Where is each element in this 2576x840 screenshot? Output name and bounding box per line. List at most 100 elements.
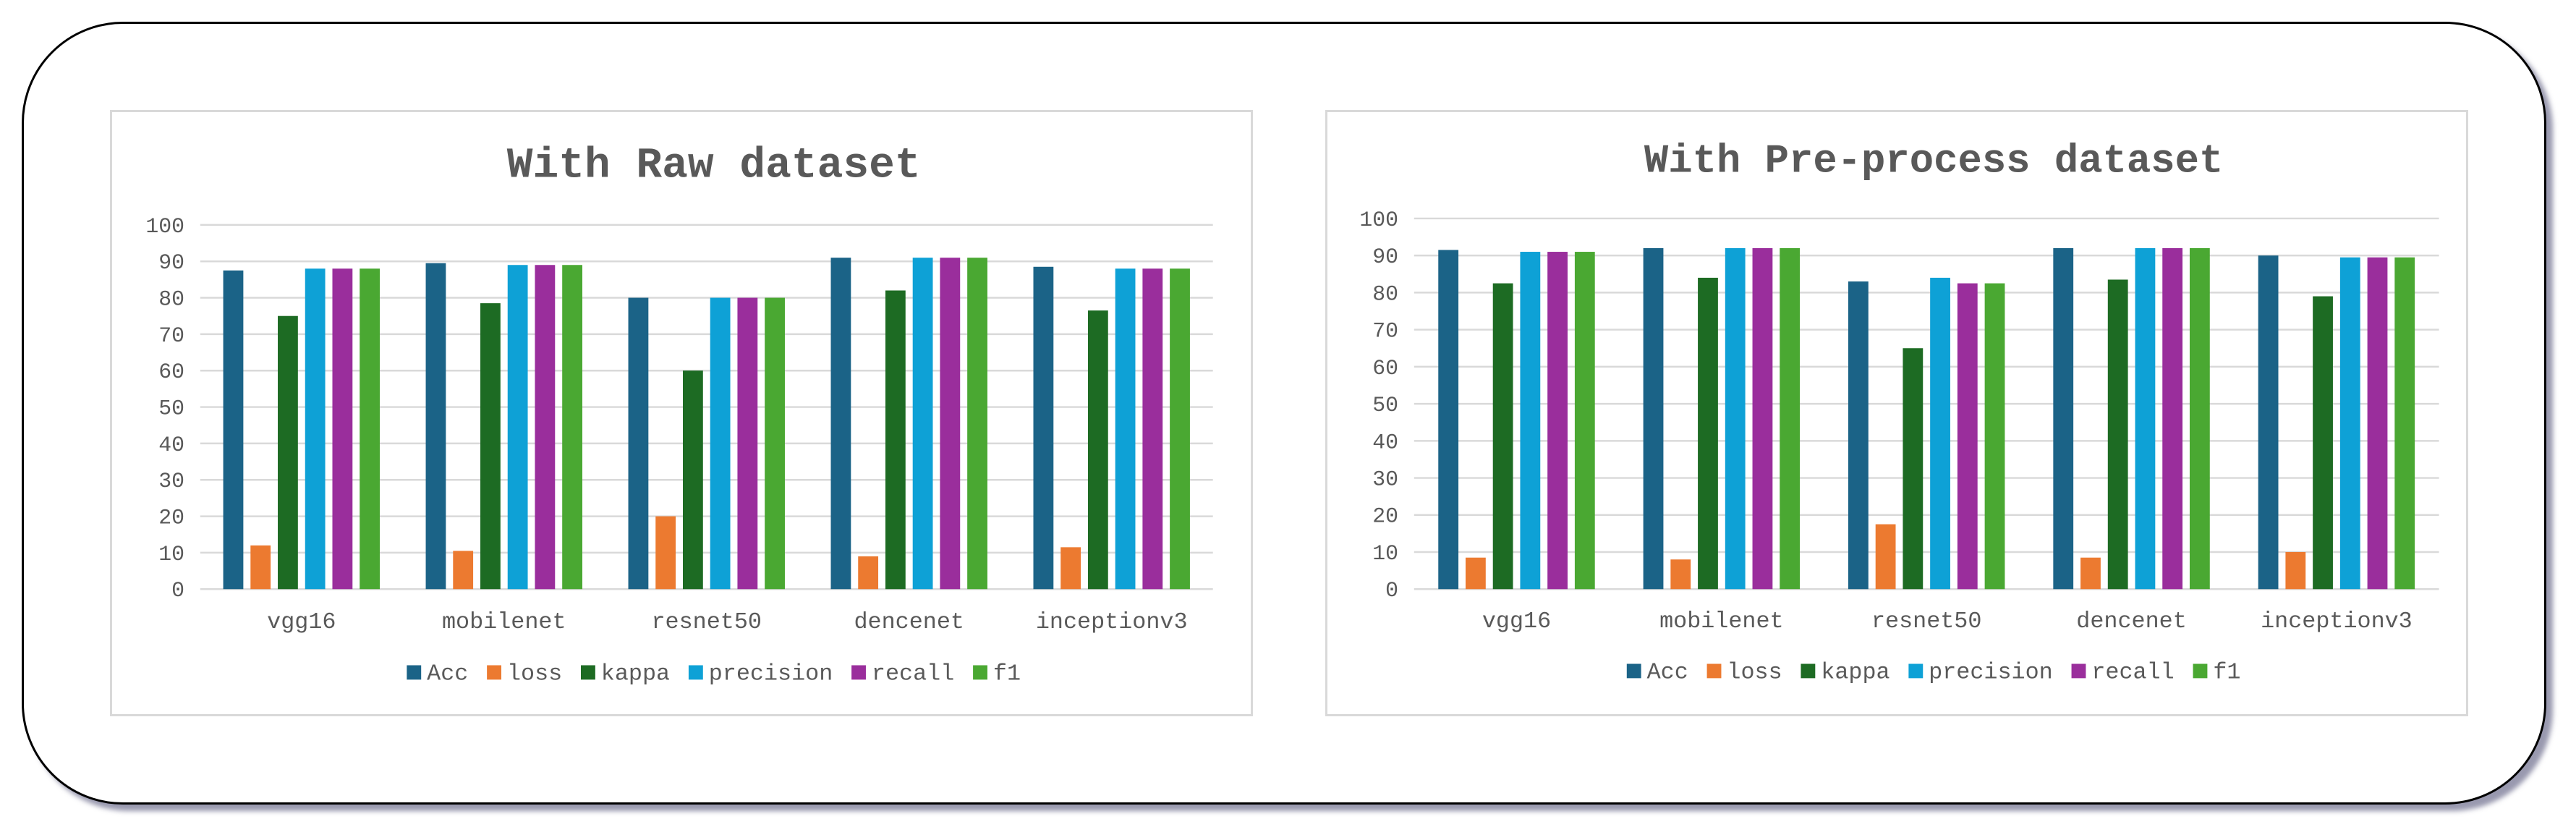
y-tick-label: 20 <box>158 506 184 530</box>
bar-precision-vgg16 <box>1520 252 1541 590</box>
bar-f1-mobilenet <box>1780 247 1801 590</box>
bar-precision-dencenet <box>2135 247 2156 590</box>
chart-panel-raw: With Raw dataset 0 10 20 30 40 50 60 70 80 90 100 vg… <box>110 110 1253 716</box>
y-tick-label: 100 <box>145 214 184 239</box>
legend-swatch-precision <box>688 665 703 680</box>
bar-Acc-vgg16 <box>223 270 244 590</box>
bar-recall-dencenet <box>940 258 961 590</box>
bar-f1-resnet50 <box>1984 283 2005 590</box>
legend-label-precision: precision <box>709 661 833 687</box>
bar-loss-mobilenet <box>453 551 474 590</box>
y-tick-label: 40 <box>158 433 184 457</box>
legend-label-recall: recall <box>872 661 954 687</box>
bar-precision-inceptionv3 <box>2339 257 2360 590</box>
legend-swatch-kappa <box>1801 663 1816 679</box>
bar-recall-vgg16 <box>332 268 353 590</box>
chart-preprocess-svg: With Pre-process dataset 0 10 20 30 40 50 60 70 8… <box>1359 138 2439 685</box>
bar-Acc-inceptionv3 <box>1033 266 1054 590</box>
legend-label-loss: loss <box>1727 659 1782 685</box>
legend-label-kappa: kappa <box>1821 659 1890 685</box>
bar-Acc-dencenet <box>2053 247 2074 590</box>
y-tick-label: 60 <box>158 360 184 384</box>
x-category-label: resnet50 <box>651 609 762 635</box>
y-tick-label: 60 <box>1372 356 1398 381</box>
x-category-label: inceptionv3 <box>1036 609 1188 635</box>
bar-recall-mobilenet <box>535 265 556 590</box>
bar-loss-resnet50 <box>655 516 676 590</box>
legend-label-loss: loss <box>507 661 562 687</box>
y-tick-label: 0 <box>1385 578 1398 603</box>
bar-kappa-dencenet <box>2107 279 2128 590</box>
bar-Acc-inceptionv3 <box>2258 255 2279 590</box>
y-tick-label: 50 <box>1372 393 1398 417</box>
bar-f1-dencenet <box>2189 247 2210 590</box>
bar-f1-vgg16 <box>360 268 381 590</box>
legend-swatch-recall <box>2071 663 2086 679</box>
bar-kappa-mobilenet <box>480 303 501 590</box>
bar-precision-dencenet <box>912 258 933 590</box>
y-tick-label: 90 <box>158 250 184 275</box>
bar-loss-dencenet <box>2080 557 2101 590</box>
bar-Acc-mobilenet <box>425 263 446 590</box>
y-tick-label: 30 <box>158 469 184 493</box>
bar-recall-vgg16 <box>1547 252 1568 590</box>
legend-swatch-kappa <box>581 665 595 680</box>
legend-label-recall: recall <box>2091 659 2174 685</box>
x-category-label: dencenet <box>2076 608 2187 635</box>
bar-Acc-mobilenet <box>1643 247 1664 590</box>
legend-label-f1: f1 <box>993 661 1021 687</box>
bar-precision-inceptionv3 <box>1115 268 1136 590</box>
y-tick-label: 100 <box>1359 208 1398 232</box>
bar-precision-resnet50 <box>710 297 731 590</box>
y-tick-label: 70 <box>158 323 184 348</box>
bar-kappa-inceptionv3 <box>1087 310 1108 590</box>
y-tick-label: 50 <box>158 396 184 420</box>
legend-swatch-precision <box>1908 663 1924 679</box>
x-category-label: vgg16 <box>1482 608 1551 635</box>
chart-title: With Pre-process dataset <box>1644 138 2223 184</box>
chart-panel-preprocess: With Pre-process dataset 0 10 20 30 40 50 60 70 8… <box>1325 110 2468 716</box>
bar-loss-inceptionv3 <box>1060 547 1081 590</box>
legend-label-f1: f1 <box>2213 659 2240 685</box>
bar-kappa-resnet50 <box>682 370 703 590</box>
y-tick-label: 40 <box>1372 430 1398 454</box>
bar-f1-dencenet <box>967 258 987 590</box>
chart-title: With Raw dataset <box>507 140 921 190</box>
bar-recall-resnet50 <box>1957 283 1978 590</box>
bar-recall-dencenet <box>2162 247 2183 590</box>
legend-label-kappa: kappa <box>601 661 670 687</box>
bar-loss-vgg16 <box>1465 557 1486 590</box>
bar-f1-inceptionv3 <box>2394 257 2415 590</box>
y-tick-label: 80 <box>158 287 184 311</box>
legend-swatch-loss <box>1706 663 1722 679</box>
y-tick-label: 80 <box>1372 281 1398 306</box>
bar-f1-resnet50 <box>765 297 785 590</box>
y-tick-label: 30 <box>1372 467 1398 491</box>
x-category-label: mobilenet <box>1659 608 1784 635</box>
legend-swatch-Acc <box>1626 663 1641 679</box>
bar-precision-mobilenet <box>1725 247 1746 590</box>
bar-loss-inceptionv3 <box>2285 552 2306 590</box>
legend-swatch-f1 <box>973 665 987 680</box>
legend-label-precision: precision <box>1929 659 2053 685</box>
x-category-label: vgg16 <box>267 609 336 635</box>
bar-kappa-mobilenet <box>1698 277 1718 590</box>
legend-label-Acc: Acc <box>427 661 468 687</box>
bar-recall-mobilenet <box>1752 247 1773 590</box>
bar-recall-inceptionv3 <box>1142 268 1163 590</box>
bar-kappa-resnet50 <box>1903 348 1924 590</box>
x-category-label: dencenet <box>854 609 964 635</box>
y-tick-label: 70 <box>1372 319 1398 344</box>
bar-recall-inceptionv3 <box>2367 257 2388 590</box>
y-tick-label: 10 <box>1372 541 1398 566</box>
y-tick-label: 0 <box>171 578 184 603</box>
bar-loss-dencenet <box>858 556 879 590</box>
y-tick-label: 90 <box>1372 245 1398 269</box>
y-tick-label: 20 <box>1372 504 1398 529</box>
bar-Acc-resnet50 <box>628 297 649 590</box>
bar-precision-vgg16 <box>305 268 326 590</box>
chart-raw-svg: With Raw dataset 0 10 20 30 40 50 60 70 80 90 100 vg… <box>145 140 1213 687</box>
legend-swatch-loss <box>487 665 501 680</box>
bar-Acc-vgg16 <box>1438 250 1459 590</box>
legend-swatch-recall <box>851 665 866 680</box>
